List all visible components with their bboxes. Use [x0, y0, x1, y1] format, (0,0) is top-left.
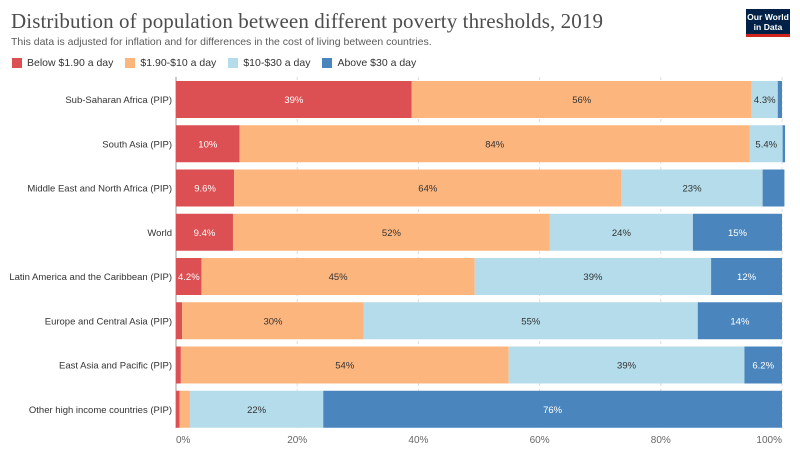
bar-segment: [176, 346, 181, 384]
legend-item-1-90-to-10[interactable]: $1.90-$10 a day: [125, 57, 216, 69]
data-label: 52%: [382, 228, 402, 239]
category-label: Other high income countries (PIP): [29, 405, 172, 416]
data-label: 76%: [543, 405, 563, 416]
data-label: 30%: [263, 316, 283, 327]
bar-segment: [176, 125, 240, 163]
data-label: 39%: [284, 95, 304, 106]
bar-segment: [744, 346, 782, 384]
x-tick-label: 0%: [176, 435, 191, 446]
x-tick-label: 40%: [408, 435, 428, 446]
bar-segment: [549, 213, 693, 251]
legend-swatch: [322, 58, 333, 68]
data-label: 64%: [418, 184, 438, 195]
bar-segment: [749, 125, 783, 163]
bar-segment: [180, 346, 509, 384]
bar-segment: [711, 258, 782, 295]
data-label: 6.2%: [752, 361, 774, 372]
legend-label: Above $30 a day: [337, 57, 417, 69]
legend-swatch: [228, 58, 239, 68]
category-label: East Asia and Pacific (PIP): [59, 361, 172, 372]
category-label: Europe and Central Asia (PIP): [45, 316, 172, 327]
data-label: 10%: [198, 139, 218, 150]
bar-segment: [176, 258, 202, 295]
data-label: 4.3%: [754, 95, 776, 106]
data-label: 54%: [335, 361, 355, 372]
bar-segment: [176, 302, 183, 340]
bar-segment: [621, 169, 763, 207]
data-label: 12%: [737, 272, 757, 283]
chart-legend: Below $1.90 a day $1.90-$10 a day $10-$3…: [12, 57, 428, 69]
bar-segment: [182, 302, 364, 340]
data-label: 9.6%: [194, 184, 216, 195]
category-label: Sub-Saharan Africa (PIP): [65, 95, 172, 106]
data-label: 39%: [583, 272, 603, 283]
bar-segment: [232, 213, 550, 251]
logo-line-2: in Data: [753, 22, 783, 32]
data-label: 5.4%: [755, 139, 777, 150]
category-label: South Asia (PIP): [102, 139, 172, 150]
data-label: 23%: [683, 184, 703, 195]
legend-label: $1.90-$10 a day: [140, 57, 217, 69]
bar-segment: [189, 390, 324, 428]
bar-segment: [762, 169, 785, 207]
legend-label: $10-$30 a day: [243, 57, 311, 69]
bar-segment: [179, 390, 190, 428]
bar-segment: [176, 81, 412, 118]
data-label: 55%: [521, 316, 541, 327]
data-label: 15%: [728, 228, 748, 239]
bar-segment: [176, 390, 180, 428]
data-label: 22%: [247, 405, 267, 416]
data-label: 9.4%: [194, 228, 216, 239]
x-tick-label: 60%: [530, 435, 550, 446]
bar-segment: [201, 258, 475, 295]
x-tick-label: 20%: [287, 435, 307, 446]
legend-item-below-1-90[interactable]: Below $1.90 a day: [12, 57, 113, 69]
bar-segment: [508, 346, 745, 384]
bar-segment: [474, 258, 712, 295]
legend-item-10-to-30[interactable]: $10-$30 a day: [228, 57, 310, 69]
bar-segment: [751, 81, 778, 118]
data-label: 84%: [485, 139, 505, 150]
bar-segment: [176, 213, 233, 251]
bar-segment: [239, 125, 750, 163]
bar-segment: [323, 390, 782, 428]
bar-segment: [782, 125, 786, 163]
chart-subtitle: This data is adjusted for inflation and …: [11, 36, 432, 48]
data-label: 24%: [612, 228, 632, 239]
bar-segment: [777, 81, 782, 118]
category-label: World: [147, 228, 172, 239]
legend-swatch: [125, 58, 136, 68]
x-tick-label: 80%: [651, 435, 671, 446]
logo-underline: [746, 34, 790, 37]
x-tick-label: 100%: [756, 435, 782, 446]
legend-item-above-30[interactable]: Above $30 a day: [322, 57, 416, 69]
bar-segment: [411, 81, 752, 118]
data-label: 14%: [730, 316, 750, 327]
legend-label: Below $1.90 a day: [27, 57, 114, 69]
data-label: 56%: [572, 95, 592, 106]
bar-segment: [234, 169, 622, 207]
data-label: 4.2%: [178, 272, 200, 283]
bar-segment: [363, 302, 698, 340]
bar-segment: [692, 213, 782, 251]
data-label: 45%: [329, 272, 349, 283]
category-label: Middle East and North Africa (PIP): [27, 184, 172, 195]
logo-line-1: Our World: [747, 12, 789, 22]
data-label: 39%: [617, 361, 637, 372]
bar-segment: [697, 302, 782, 340]
category-label: Latin America and the Caribbean (PIP): [9, 272, 172, 283]
chart-title: Distribution of population between diffe…: [11, 9, 604, 33]
legend-swatch: [12, 58, 22, 68]
bar-segment: [176, 169, 235, 207]
owid-logo[interactable]: Our World in Data: [746, 9, 790, 37]
